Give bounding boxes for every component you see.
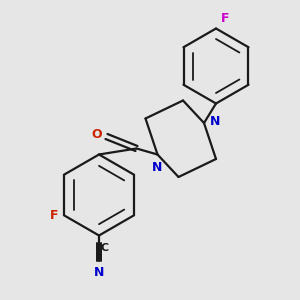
Text: F: F — [50, 209, 58, 222]
Text: N: N — [209, 115, 220, 128]
Text: N: N — [152, 161, 163, 174]
Text: F: F — [220, 12, 229, 25]
Text: O: O — [92, 128, 102, 141]
Text: N: N — [94, 266, 104, 278]
Text: C: C — [100, 243, 109, 253]
